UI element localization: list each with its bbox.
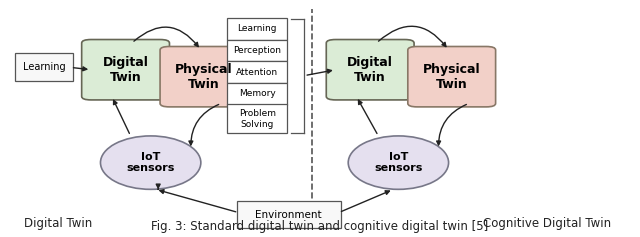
Text: Digital
Twin: Digital Twin (348, 56, 393, 84)
Text: Cognitive Digital Twin: Cognitive Digital Twin (483, 217, 611, 229)
FancyBboxPatch shape (15, 53, 72, 82)
Text: Learning: Learning (237, 24, 277, 33)
FancyBboxPatch shape (227, 61, 287, 83)
Text: Digital
Twin: Digital Twin (102, 56, 148, 84)
Text: Attention: Attention (236, 68, 278, 77)
Text: Learning: Learning (22, 62, 65, 72)
Text: Digital Twin: Digital Twin (24, 217, 92, 229)
Ellipse shape (100, 136, 201, 189)
FancyBboxPatch shape (227, 18, 287, 40)
FancyBboxPatch shape (160, 46, 248, 107)
Text: Physical
Twin: Physical Twin (423, 63, 481, 91)
FancyBboxPatch shape (237, 201, 340, 228)
Text: Problem
Solving: Problem Solving (239, 109, 276, 128)
Text: Fig. 3: Standard digital twin and cognitive digital twin [5]: Fig. 3: Standard digital twin and cognit… (152, 220, 488, 233)
Text: Memory: Memory (239, 89, 276, 98)
FancyBboxPatch shape (227, 83, 287, 105)
FancyBboxPatch shape (82, 40, 170, 100)
Ellipse shape (348, 136, 449, 189)
FancyBboxPatch shape (227, 40, 287, 61)
FancyBboxPatch shape (326, 40, 414, 100)
Text: IoT
sensors: IoT sensors (374, 152, 422, 173)
Text: Physical
Twin: Physical Twin (175, 63, 233, 91)
FancyBboxPatch shape (227, 104, 287, 133)
FancyBboxPatch shape (408, 46, 495, 107)
Text: IoT
sensors: IoT sensors (127, 152, 175, 173)
Text: Perception: Perception (234, 46, 282, 55)
Text: Environment: Environment (255, 210, 322, 220)
